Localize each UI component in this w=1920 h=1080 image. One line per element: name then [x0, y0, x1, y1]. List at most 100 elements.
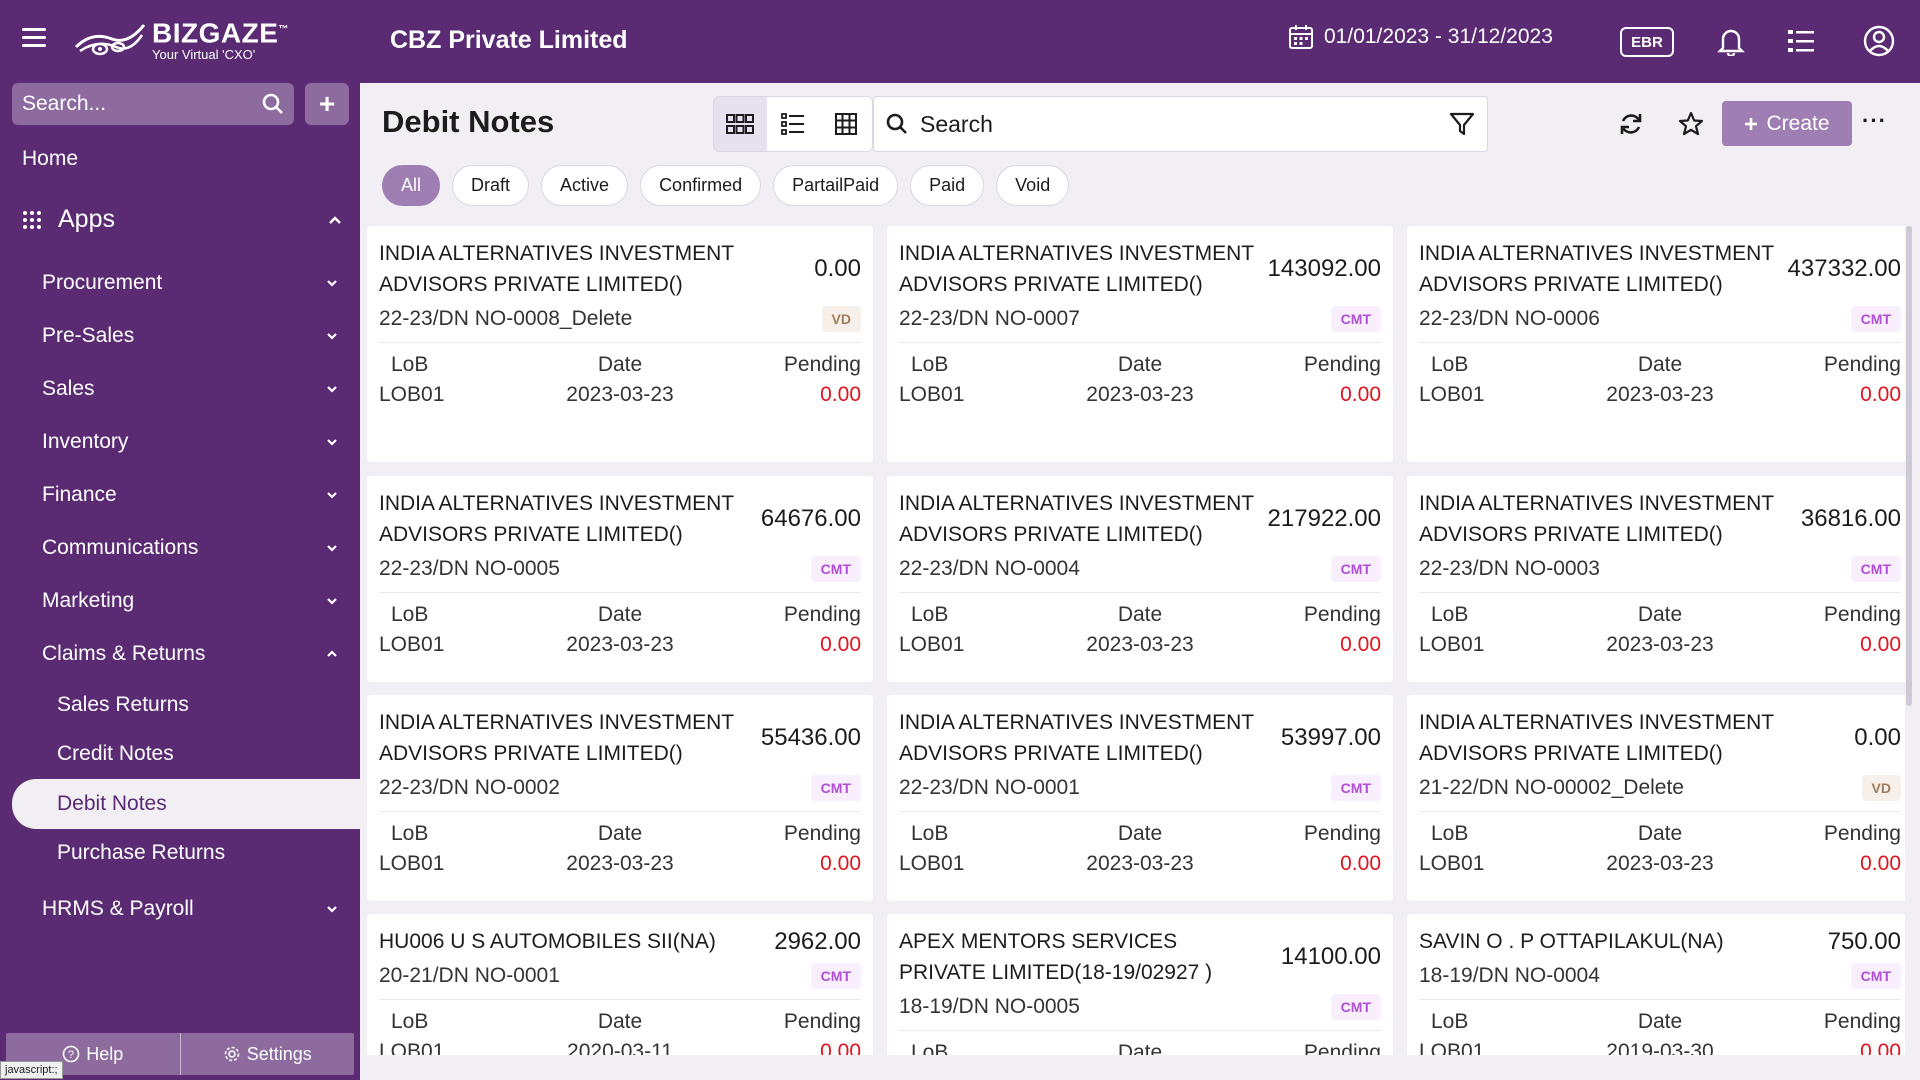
chevron-down-icon	[327, 544, 337, 552]
sidebar-item-finance[interactable]: Finance	[0, 468, 360, 521]
help-icon: ?	[62, 1045, 80, 1063]
pending-label: Pending	[1303, 822, 1381, 845]
pending-value: 0.00	[1340, 633, 1381, 656]
date-value: 2019-03-30	[1606, 1040, 1714, 1055]
search-icon[interactable]	[262, 93, 284, 115]
pending-value: 0.00	[820, 383, 861, 406]
sidebar-item-home[interactable]: Home	[22, 147, 79, 170]
sidebar-item-pre-sales[interactable]: Pre-Sales	[0, 309, 360, 362]
date-value: 2023-03-23	[1086, 383, 1194, 406]
debit-note-card[interactable]: INDIA ALTERNATIVES INVESTMENT ADVISORS P…	[887, 226, 1393, 462]
company-name[interactable]: CBZ Private Limited	[390, 26, 628, 54]
refresh-icon[interactable]	[1613, 106, 1649, 142]
star-icon[interactable]	[1673, 106, 1709, 142]
pending-value: 0.00	[1860, 383, 1901, 406]
debit-note-card[interactable]: INDIA ALTERNATIVES INVESTMENT ADVISORS P…	[1407, 226, 1905, 462]
date-label: Date	[1117, 1041, 1163, 1055]
debit-note-card[interactable]: INDIA ALTERNATIVES INVESTMENT ADVISORS P…	[887, 476, 1393, 682]
party-name: INDIA ALTERNATIVES INVESTMENT ADVISORS P…	[1419, 711, 1774, 765]
filter-chip-partailpaid[interactable]: PartailPaid	[773, 165, 899, 206]
date-label: Date	[1637, 822, 1683, 845]
party-name: INDIA ALTERNATIVES INVESTMENT ADVISORS P…	[379, 492, 734, 546]
status-badge: CMT	[1330, 775, 1381, 801]
status-badge: CMT	[810, 775, 861, 801]
debit-note-card[interactable]: INDIA ALTERNATIVES INVESTMENT ADVISORS P…	[367, 226, 873, 462]
sidebar-item-procurement[interactable]: Procurement	[0, 256, 360, 309]
debit-note-card[interactable]: APEX MENTORS SERVICES PRIVATE LIMITED(18…	[887, 914, 1393, 1055]
sidebar-search-input[interactable]	[22, 92, 252, 116]
ebr-button[interactable]: EBR	[1620, 27, 1674, 57]
pending-label: Pending	[1823, 1010, 1901, 1033]
status-badge: CMT	[1850, 306, 1901, 332]
chevron-down-icon	[327, 491, 337, 499]
brand-logo[interactable]: BIZGAZE™ Your Virtual 'CXO'	[72, 16, 289, 63]
date-range-picker[interactable]: 01/01/2023 - 31/12/2023	[1288, 24, 1553, 50]
filter-chip-void[interactable]: Void	[996, 165, 1070, 206]
date-value: 2023-03-23	[566, 633, 674, 656]
task-list-icon[interactable]	[1784, 24, 1818, 58]
debit-note-card[interactable]: INDIA ALTERNATIVES INVESTMENT ADVISORS P…	[1407, 476, 1905, 682]
scrollbar[interactable]	[1906, 226, 1912, 706]
card-view-button[interactable]	[714, 97, 767, 151]
date-label: Date	[1117, 822, 1163, 845]
settings-button[interactable]: Settings	[181, 1033, 355, 1075]
pending-label: Pending	[1823, 353, 1901, 376]
document-number: 22-23/DN NO-0006	[1419, 307, 1600, 330]
document-number: 22-23/DN NO-0002	[379, 776, 560, 799]
sidebar-item-debit-notes[interactable]: Debit Notes	[12, 779, 360, 829]
more-options-icon[interactable]: ···	[1862, 108, 1887, 133]
brand-tm: ™	[278, 24, 289, 35]
filter-chip-confirmed[interactable]: Confirmed	[640, 165, 762, 206]
main-search-input[interactable]	[920, 110, 1449, 138]
filter-chip-all[interactable]: All	[382, 165, 441, 206]
sidebar-apps-header[interactable]: Apps	[22, 205, 342, 234]
sidebar-item-communications[interactable]: Communications	[0, 521, 360, 574]
party-name: HU006 U S AUTOMOBILES SII(NA)	[379, 930, 716, 953]
filter-chip-draft[interactable]: Draft	[452, 165, 530, 206]
help-button[interactable]: ? Help	[6, 1033, 181, 1075]
note-amount: 217922.00	[1267, 505, 1381, 532]
table-view-button[interactable]	[819, 97, 872, 151]
lob-value: LOB01	[379, 633, 445, 656]
user-profile-icon[interactable]	[1862, 24, 1896, 58]
list-view-button[interactable]	[767, 97, 820, 151]
add-icon[interactable]: +	[305, 83, 349, 125]
sidebar-item-credit-notes[interactable]: Credit Notes	[57, 742, 174, 766]
debit-note-card[interactable]: INDIA ALTERNATIVES INVESTMENT ADVISORS P…	[367, 695, 873, 901]
pending-label: Pending	[783, 353, 861, 376]
debit-note-card[interactable]: INDIA ALTERNATIVES INVESTMENT ADVISORS P…	[1407, 695, 1905, 901]
main-search	[873, 96, 1488, 152]
sidebar-item-inventory[interactable]: Inventory	[0, 415, 360, 468]
debit-note-card[interactable]: HU006 U S AUTOMOBILES SII(NA) 2962.00 20-2…	[367, 914, 873, 1055]
apps-grid-icon	[23, 210, 41, 229]
note-amount: 0.00	[1854, 724, 1901, 751]
filter-chip-paid[interactable]: Paid	[910, 165, 985, 206]
pending-label: Pending	[1823, 822, 1901, 845]
menu-toggle-icon[interactable]	[22, 28, 46, 52]
sidebar-item-claims-returns[interactable]: Claims & Returns	[0, 627, 360, 680]
debit-note-card[interactable]: INDIA ALTERNATIVES INVESTMENT ADVISORS P…	[367, 476, 873, 682]
lob-value: LOB01	[899, 633, 965, 656]
note-amount: 64676.00	[760, 505, 861, 532]
debit-note-card[interactable]: INDIA ALTERNATIVES INVESTMENT ADVISORS P…	[887, 695, 1393, 901]
lob-label: LoB	[391, 1010, 429, 1033]
sidebar-item-hrms-payroll[interactable]: HRMS & Payroll	[0, 882, 360, 935]
bell-icon[interactable]	[1714, 24, 1748, 58]
date-label: Date	[1637, 1010, 1683, 1033]
sidebar-item-sales-returns[interactable]: Sales Returns	[57, 692, 189, 716]
sidebar-item-sales[interactable]: Sales	[0, 362, 360, 415]
note-amount: 2962.00	[774, 927, 861, 955]
status-filter-chips: All Draft Active Confirmed PartailPaid P…	[382, 165, 1070, 206]
chevron-down-icon	[327, 905, 337, 913]
plus-icon	[1745, 117, 1758, 130]
debit-note-card[interactable]: SAVIN O . P OTTAPILAKUL(NA) 750.00 18-19/D…	[1407, 914, 1905, 1055]
create-button[interactable]: Create	[1722, 101, 1852, 146]
pending-value: 0.00	[820, 852, 861, 875]
sidebar-item-purchase-returns[interactable]: Purchase Returns	[57, 841, 226, 865]
sidebar-item-marketing[interactable]: Marketing	[0, 574, 360, 627]
apps-label: Apps	[58, 205, 115, 233]
filter-chip-active[interactable]: Active	[541, 165, 629, 206]
svg-text:?: ?	[68, 1049, 74, 1061]
lob-value: LOB01	[899, 383, 965, 406]
filter-icon[interactable]	[1449, 111, 1475, 137]
